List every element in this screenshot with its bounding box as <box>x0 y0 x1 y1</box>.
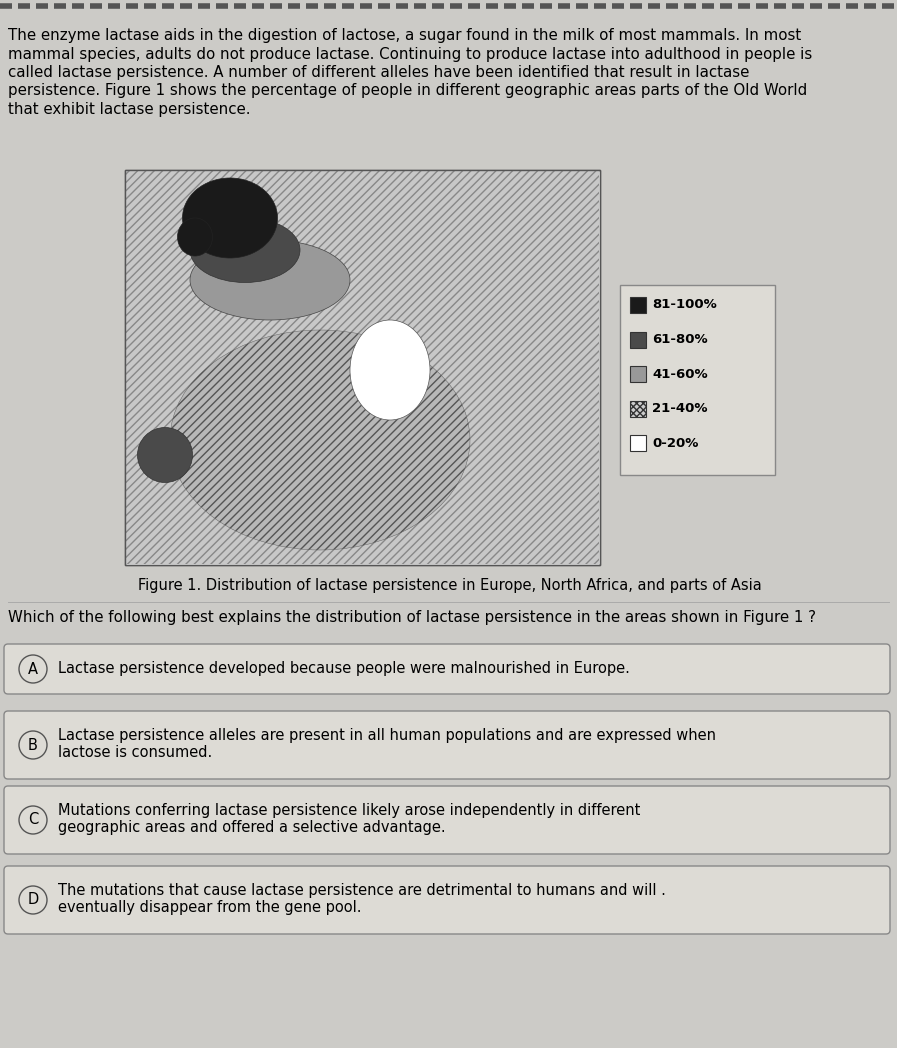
FancyBboxPatch shape <box>4 711 890 779</box>
Text: Mutations conferring lactase persistence likely arose independently in different: Mutations conferring lactase persistence… <box>58 803 640 818</box>
Text: Figure 1. Distribution of lactase persistence in Europe, North Africa, and parts: Figure 1. Distribution of lactase persis… <box>138 578 762 593</box>
Circle shape <box>19 886 47 914</box>
Text: 41-60%: 41-60% <box>652 368 708 380</box>
Text: Lactase persistence alleles are present in all human populations and are express: Lactase persistence alleles are present … <box>58 728 716 743</box>
Text: 21-40%: 21-40% <box>652 402 708 415</box>
Text: lactose is consumed.: lactose is consumed. <box>58 745 213 760</box>
Bar <box>630 400 646 417</box>
Bar <box>126 171 599 564</box>
Bar <box>125 170 600 565</box>
Text: 0-20%: 0-20% <box>652 437 699 450</box>
Text: 81-100%: 81-100% <box>652 299 717 311</box>
Text: B: B <box>28 738 38 752</box>
Text: 61-80%: 61-80% <box>652 333 708 346</box>
Text: eventually disappear from the gene pool.: eventually disappear from the gene pool. <box>58 900 361 915</box>
Ellipse shape <box>190 240 350 320</box>
Bar <box>620 285 775 475</box>
Text: The enzyme lactase aids in the digestion of lactose, a sugar found in the milk o: The enzyme lactase aids in the digestion… <box>8 28 801 43</box>
Text: geographic areas and offered a selective advantage.: geographic areas and offered a selective… <box>58 820 446 835</box>
Text: Which of the following best explains the distribution of lactase persistence in : Which of the following best explains the… <box>8 610 816 625</box>
Circle shape <box>19 655 47 683</box>
FancyBboxPatch shape <box>4 786 890 854</box>
Ellipse shape <box>350 320 430 420</box>
Ellipse shape <box>182 178 277 258</box>
FancyBboxPatch shape <box>4 645 890 694</box>
Bar <box>630 331 646 348</box>
Bar <box>630 297 646 313</box>
Text: persistence. Figure 1 shows the percentage of people in different geographic are: persistence. Figure 1 shows the percenta… <box>8 84 807 99</box>
Ellipse shape <box>190 218 300 283</box>
Text: that exhibit lactase persistence.: that exhibit lactase persistence. <box>8 102 250 117</box>
Circle shape <box>19 732 47 759</box>
Text: The mutations that cause lactase persistence are detrimental to humans and will : The mutations that cause lactase persist… <box>58 883 666 898</box>
Ellipse shape <box>170 330 470 550</box>
Text: A: A <box>28 661 38 677</box>
Bar <box>630 366 646 383</box>
Bar <box>125 170 600 565</box>
Text: D: D <box>28 893 39 908</box>
Circle shape <box>19 806 47 834</box>
Text: C: C <box>28 812 39 828</box>
FancyBboxPatch shape <box>4 866 890 934</box>
Text: called lactase persistence. A number of different alleles have been identified t: called lactase persistence. A number of … <box>8 65 749 80</box>
Ellipse shape <box>178 218 213 256</box>
Ellipse shape <box>137 428 193 482</box>
Bar <box>630 435 646 452</box>
Text: mammal species, adults do not produce lactase. Continuing to produce lactase int: mammal species, adults do not produce la… <box>8 46 813 62</box>
Text: Lactase persistence developed because people were malnourished in Europe.: Lactase persistence developed because pe… <box>58 660 630 676</box>
